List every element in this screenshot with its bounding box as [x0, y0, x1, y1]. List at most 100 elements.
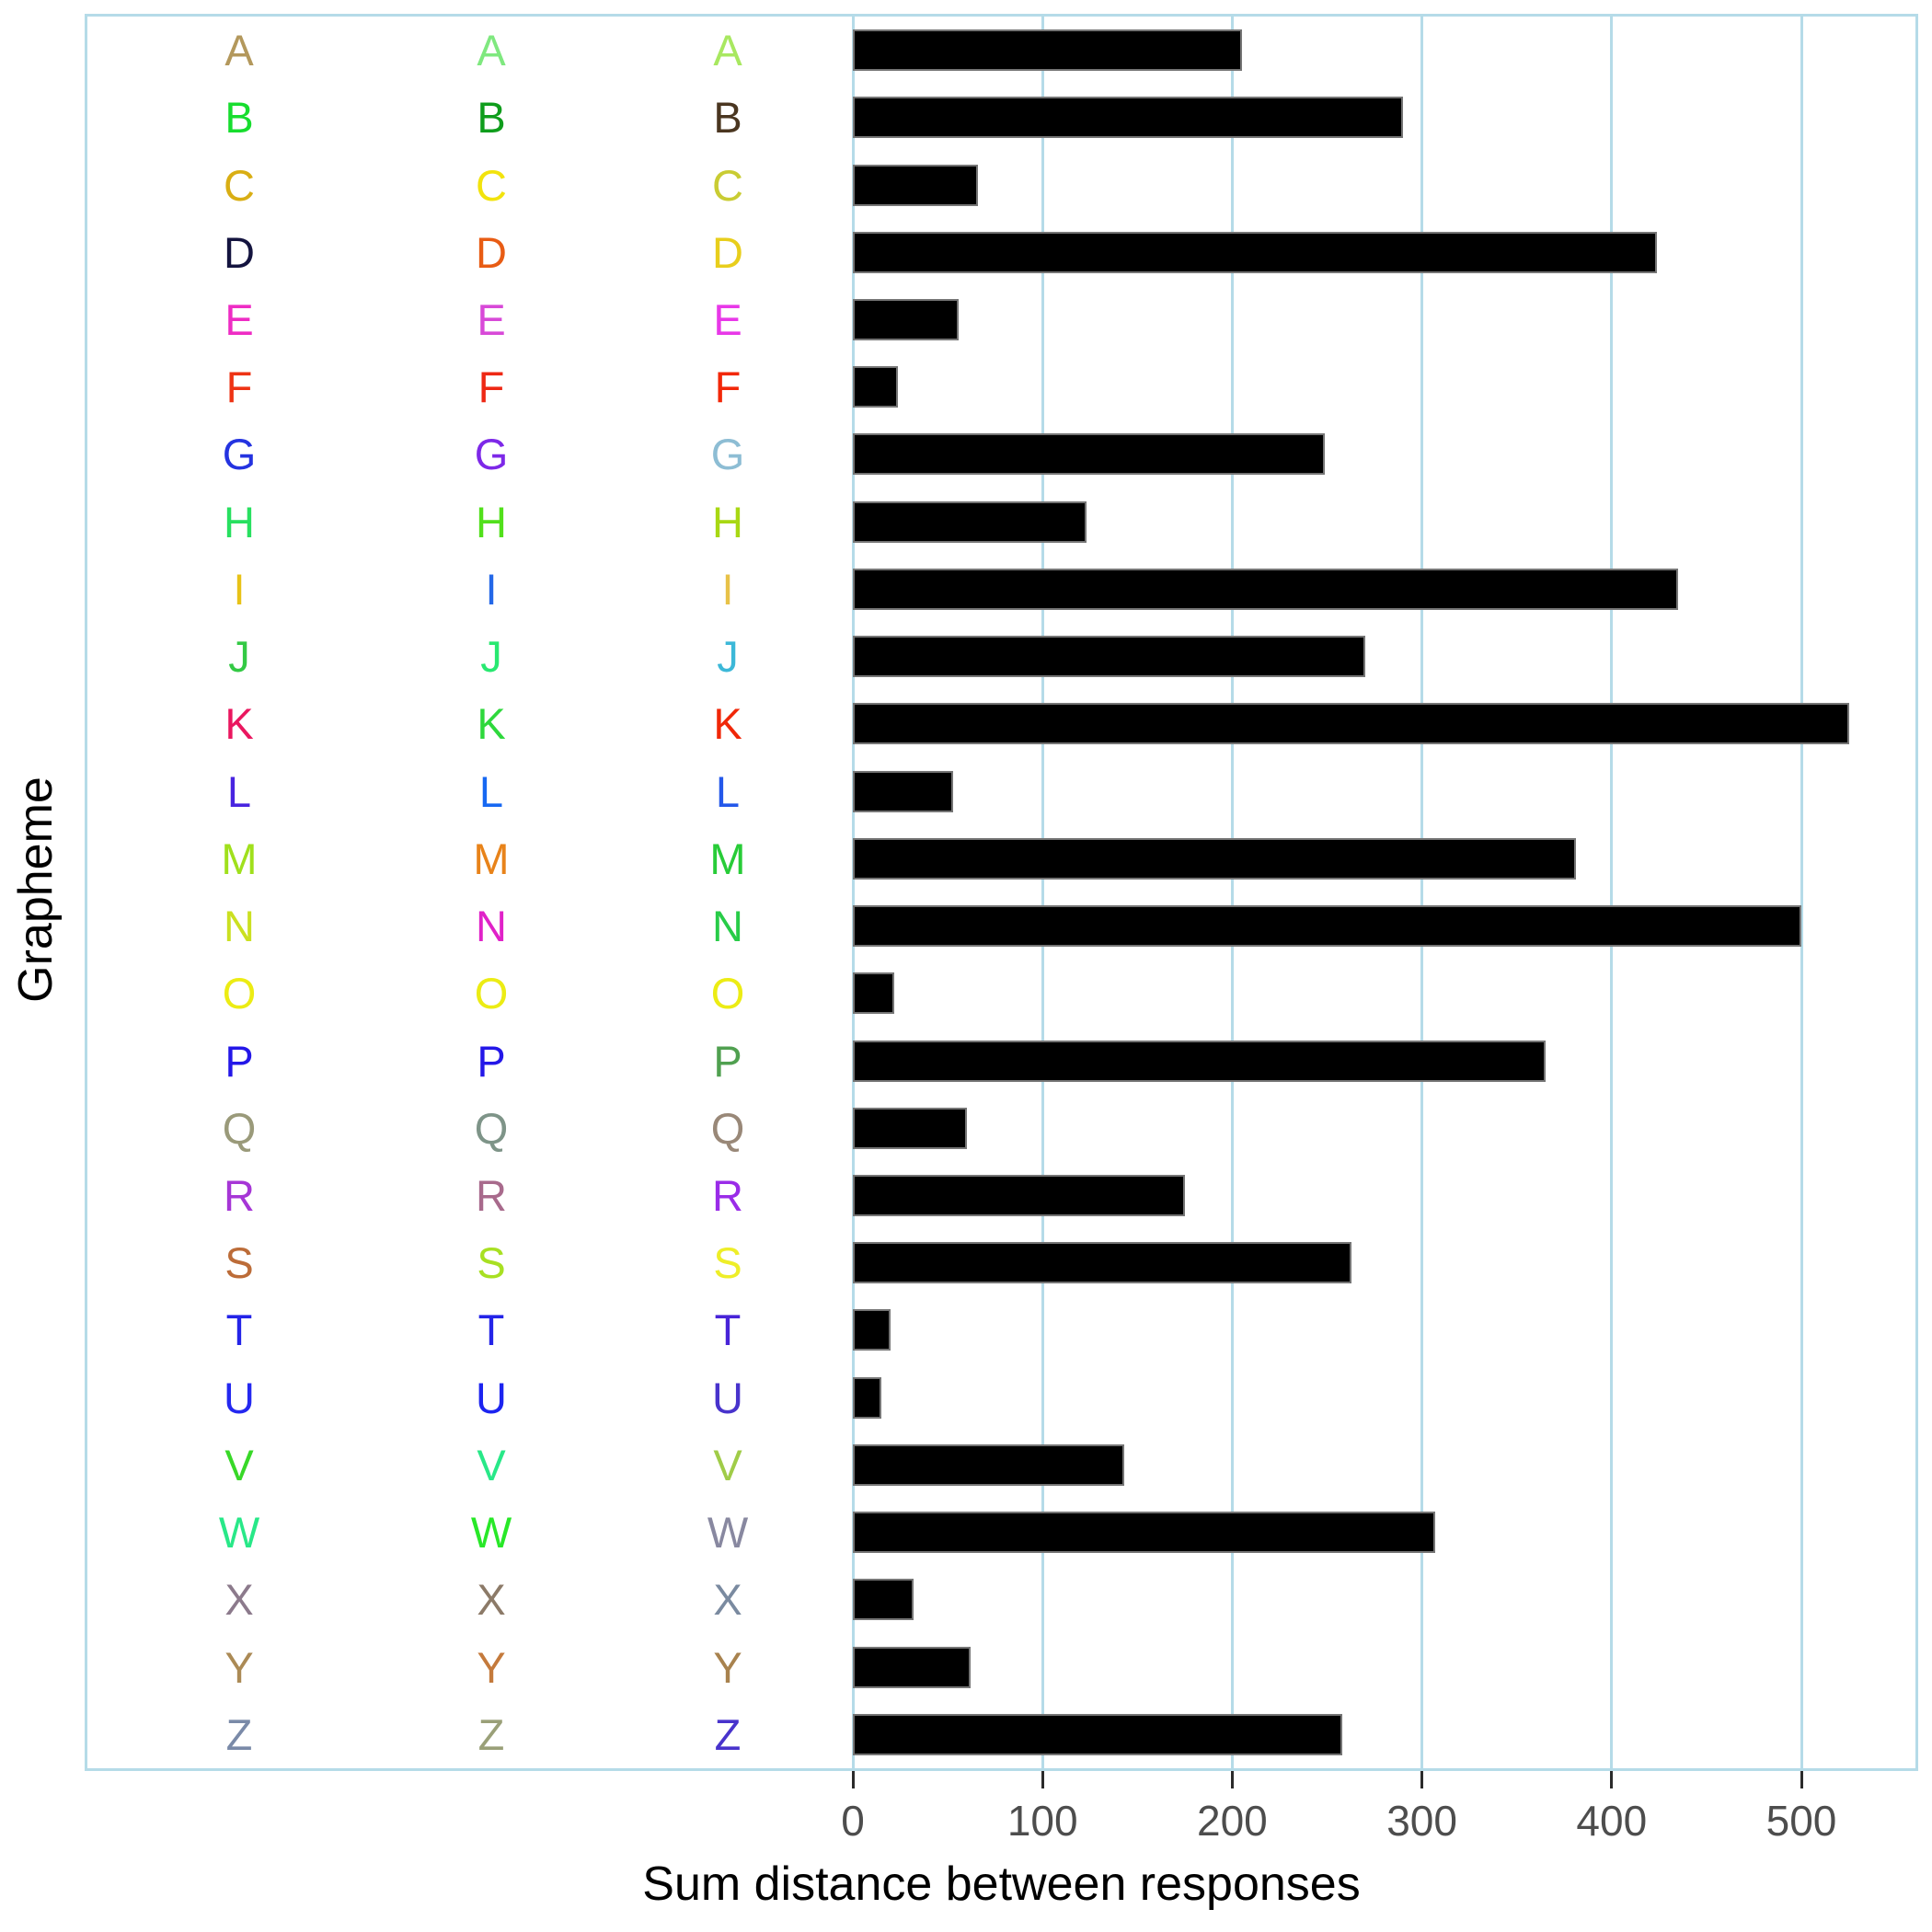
- grapheme-letter-G-col1: G: [222, 430, 257, 479]
- gridline-x-300: [1420, 17, 1424, 1768]
- grapheme-letter-S-col2: S: [477, 1238, 506, 1288]
- grapheme-letter-V-col3: V: [713, 1440, 742, 1489]
- grapheme-letter-D-col3: D: [712, 227, 743, 277]
- x-tick-100: [1041, 1771, 1044, 1788]
- grapheme-letter-F-col1: F: [225, 362, 253, 412]
- grapheme-letter-N-col1: N: [224, 902, 255, 951]
- x-tick-label-200: 200: [1197, 1797, 1268, 1845]
- bar-X: [853, 1579, 914, 1621]
- grapheme-letter-R-col3: R: [712, 1171, 743, 1221]
- grapheme-letter-E-col1: E: [224, 295, 254, 345]
- grapheme-letter-M-col3: M: [709, 834, 746, 883]
- gridline-x-100: [1041, 17, 1044, 1768]
- grapheme-letter-G-col2: G: [474, 430, 509, 479]
- grapheme-letter-A-col1: A: [224, 26, 254, 75]
- grapheme-letter-B-col1: B: [224, 93, 254, 143]
- grapheme-letter-L-col1: L: [226, 766, 252, 816]
- grapheme-letter-L-col2: L: [478, 766, 504, 816]
- x-tick-label-300: 300: [1386, 1797, 1457, 1845]
- x-tick-label-100: 100: [1006, 1797, 1078, 1845]
- grapheme-letter-I-col3: I: [721, 564, 734, 614]
- grapheme-letter-M-col2: M: [473, 834, 510, 883]
- grapheme-letter-Z-col1: Z: [225, 1709, 253, 1759]
- x-tick-200: [1230, 1771, 1234, 1788]
- grapheme-letter-K-col2: K: [477, 699, 506, 749]
- grapheme-letter-N-col2: N: [476, 902, 507, 951]
- gridline-x-500: [1800, 17, 1803, 1768]
- grapheme-letter-R-col1: R: [224, 1171, 255, 1221]
- grapheme-letter-E-col2: E: [477, 295, 506, 345]
- bar-I: [853, 568, 1678, 610]
- grapheme-letter-R-col2: R: [476, 1171, 507, 1221]
- gridline-x-400: [1610, 17, 1614, 1768]
- grapheme-letter-T-col1: T: [225, 1305, 253, 1355]
- grapheme-letter-X-col2: X: [477, 1575, 506, 1625]
- x-axis-title: Sum distance between responses: [642, 1857, 1361, 1911]
- bar-U: [853, 1376, 881, 1419]
- bar-K: [853, 703, 1849, 745]
- y-axis-title-wrap: Grapheme: [0, 14, 72, 1765]
- x-tick-label-0: 0: [841, 1797, 865, 1845]
- grapheme-letter-D-col1: D: [224, 227, 255, 277]
- grapheme-letter-Q-col3: Q: [710, 1103, 745, 1153]
- grapheme-letter-T-col3: T: [714, 1305, 742, 1355]
- grapheme-letter-V-col1: V: [224, 1440, 254, 1489]
- y-axis-title: Grapheme: [9, 776, 63, 1003]
- grapheme-letter-N-col3: N: [712, 902, 743, 951]
- grapheme-letter-S-col3: S: [713, 1238, 742, 1288]
- grapheme-letter-W-col3: W: [707, 1508, 749, 1558]
- gridline-x-0: [851, 17, 855, 1768]
- grapheme-letter-K-col1: K: [224, 699, 254, 749]
- grapheme-letter-Z-col3: Z: [714, 1709, 742, 1759]
- grapheme-letter-G-col3: G: [710, 430, 745, 479]
- grapheme-letter-W-col1: W: [218, 1508, 260, 1558]
- grapheme-letter-T-col2: T: [477, 1305, 505, 1355]
- grapheme-letter-A-col2: A: [477, 26, 506, 75]
- grapheme-letter-C-col1: C: [224, 160, 255, 210]
- bar-D: [853, 231, 1658, 273]
- grapheme-letter-U-col1: U: [224, 1373, 255, 1422]
- grapheme-letter-H-col3: H: [712, 497, 743, 546]
- bar-C: [853, 164, 979, 206]
- bar-W: [853, 1512, 1436, 1554]
- grapheme-letter-P-col1: P: [224, 1036, 254, 1086]
- grapheme-letter-K-col3: K: [713, 699, 742, 749]
- x-tick-500: [1800, 1771, 1803, 1788]
- grapheme-letter-F-col2: F: [477, 362, 505, 412]
- grapheme-letter-O-col2: O: [474, 969, 509, 1018]
- grapheme-letter-Q-col2: Q: [474, 1103, 509, 1153]
- grapheme-letter-B-col2: B: [477, 93, 506, 143]
- bar-R: [853, 1175, 1185, 1217]
- grapheme-letter-D-col2: D: [476, 227, 507, 277]
- grapheme-letter-J-col3: J: [717, 632, 739, 682]
- grapheme-letter-S-col1: S: [224, 1238, 254, 1288]
- x-tick-400: [1610, 1771, 1614, 1788]
- bar-A: [853, 29, 1242, 72]
- bar-S: [853, 1242, 1352, 1284]
- bar-G: [853, 433, 1326, 476]
- x-tick-300: [1420, 1771, 1424, 1788]
- grapheme-letter-Z-col2: Z: [477, 1709, 505, 1759]
- grapheme-letter-H-col1: H: [224, 497, 255, 546]
- bar-B: [853, 97, 1403, 139]
- grapheme-letter-C-col3: C: [712, 160, 743, 210]
- x-tick-label-400: 400: [1576, 1797, 1648, 1845]
